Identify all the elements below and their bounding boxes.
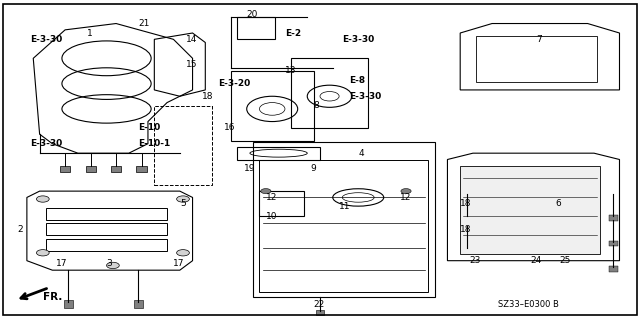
Text: 19: 19: [244, 165, 255, 174]
Text: 6: 6: [556, 199, 561, 208]
Text: 24: 24: [531, 256, 541, 265]
Bar: [316, 310, 324, 315]
Text: 18: 18: [202, 92, 214, 101]
Text: 2: 2: [17, 225, 23, 234]
Bar: [460, 166, 600, 254]
Text: SZ33–E0300 B: SZ33–E0300 B: [499, 300, 559, 309]
Bar: [86, 166, 96, 172]
Text: 10: 10: [266, 212, 277, 221]
Bar: [609, 266, 618, 272]
Circle shape: [106, 262, 119, 269]
Bar: [46, 208, 167, 219]
Text: 14: 14: [186, 35, 198, 44]
Text: E-10: E-10: [138, 123, 161, 132]
Text: E-10-1: E-10-1: [138, 139, 171, 148]
Text: 8: 8: [314, 101, 319, 110]
Bar: [291, 58, 368, 128]
Text: 18: 18: [460, 225, 472, 234]
Bar: [46, 239, 167, 251]
Circle shape: [177, 250, 189, 256]
Text: 25: 25: [559, 256, 570, 265]
Text: 1: 1: [88, 28, 93, 38]
Text: 7: 7: [537, 35, 543, 44]
Text: 15: 15: [186, 60, 198, 69]
Text: E-3-30: E-3-30: [30, 139, 62, 148]
Text: 20: 20: [246, 10, 258, 19]
Text: 18: 18: [460, 199, 472, 208]
Bar: [231, 71, 314, 141]
Text: 21: 21: [138, 19, 150, 28]
Text: 17: 17: [56, 259, 67, 268]
Text: 12: 12: [266, 193, 277, 202]
Text: E-2: E-2: [285, 28, 301, 38]
Text: 12: 12: [399, 193, 411, 202]
Bar: [154, 106, 212, 185]
Text: 11: 11: [339, 203, 351, 211]
Text: E-3-30: E-3-30: [30, 35, 62, 44]
Text: 23: 23: [470, 256, 481, 265]
Bar: [609, 215, 618, 221]
Bar: [609, 241, 618, 247]
Circle shape: [177, 196, 189, 202]
Bar: [259, 160, 428, 292]
Bar: [136, 166, 147, 172]
Text: E-3-20: E-3-20: [218, 79, 250, 88]
Circle shape: [401, 189, 411, 194]
Text: E-3-30: E-3-30: [349, 92, 381, 101]
Bar: [134, 300, 143, 308]
Bar: [111, 166, 121, 172]
Circle shape: [260, 189, 271, 194]
Bar: [253, 142, 435, 297]
Bar: [259, 191, 304, 216]
Text: 16: 16: [225, 123, 236, 132]
Bar: [64, 300, 73, 308]
Text: 9: 9: [310, 165, 316, 174]
Bar: [46, 223, 167, 235]
Text: 13: 13: [285, 66, 296, 76]
Circle shape: [36, 250, 49, 256]
Bar: [476, 36, 597, 82]
Text: E-8: E-8: [349, 76, 365, 85]
Text: 5: 5: [180, 199, 186, 208]
Text: FR.: FR.: [43, 292, 62, 302]
Circle shape: [36, 196, 49, 202]
Text: 3: 3: [106, 259, 112, 268]
Bar: [60, 166, 70, 172]
Text: 22: 22: [314, 300, 325, 309]
Text: E-3-30: E-3-30: [342, 35, 374, 44]
Text: 17: 17: [173, 259, 185, 268]
Bar: [237, 17, 275, 39]
Text: 4: 4: [358, 149, 364, 158]
